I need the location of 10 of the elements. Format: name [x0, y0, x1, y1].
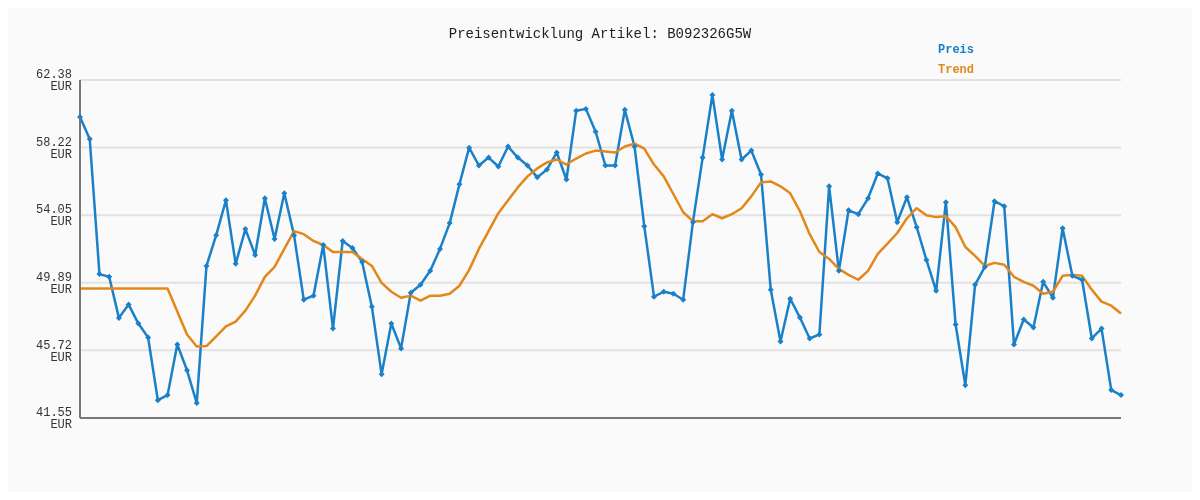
y-tick-label: 45.72 EUR [35, 338, 72, 365]
y-tick-label: 41.55 EUR [35, 406, 72, 433]
text: Trend [938, 62, 975, 79]
y-tick-label: 49.89 EUR [35, 270, 72, 297]
chart-title: Preisentwicklung Artikel: B092326G5W [447, 26, 753, 42]
y-tick-label: 54.05 EUR [35, 203, 72, 230]
line-series [78, 142, 1123, 348]
y-tick-label: 58.22 EUR [35, 135, 72, 162]
text: Preis [938, 42, 975, 59]
y-tick-label: 62.38 EUR [35, 68, 72, 95]
